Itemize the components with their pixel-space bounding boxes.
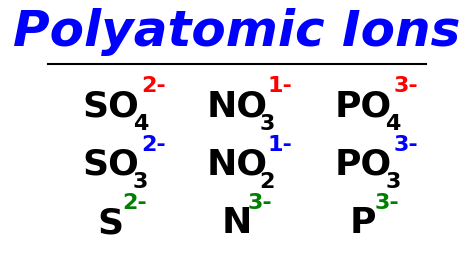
Text: Polyatomic Ions: Polyatomic Ions (13, 8, 461, 56)
Text: 1-: 1- (268, 135, 292, 155)
Text: 3-: 3- (394, 135, 419, 155)
Text: 4: 4 (133, 114, 148, 134)
Text: 3: 3 (385, 172, 401, 192)
Text: 3-: 3- (394, 76, 419, 97)
Text: 3: 3 (259, 114, 274, 134)
Text: 1-: 1- (268, 76, 292, 97)
Text: 2-: 2- (142, 135, 166, 155)
Text: N: N (222, 206, 252, 240)
Text: SO: SO (82, 89, 139, 123)
Text: 2: 2 (259, 172, 274, 192)
Text: 3-: 3- (248, 193, 273, 214)
Text: 3: 3 (133, 172, 148, 192)
Text: P: P (350, 206, 376, 240)
Text: PO: PO (335, 148, 392, 182)
Text: 4: 4 (385, 114, 401, 134)
Text: 2-: 2- (122, 193, 147, 214)
Text: 3-: 3- (374, 193, 399, 214)
Text: NO: NO (207, 89, 267, 123)
Text: S: S (98, 206, 124, 240)
Text: SO: SO (82, 148, 139, 182)
Text: PO: PO (335, 89, 392, 123)
Text: 2-: 2- (142, 76, 166, 97)
Text: NO: NO (207, 148, 267, 182)
